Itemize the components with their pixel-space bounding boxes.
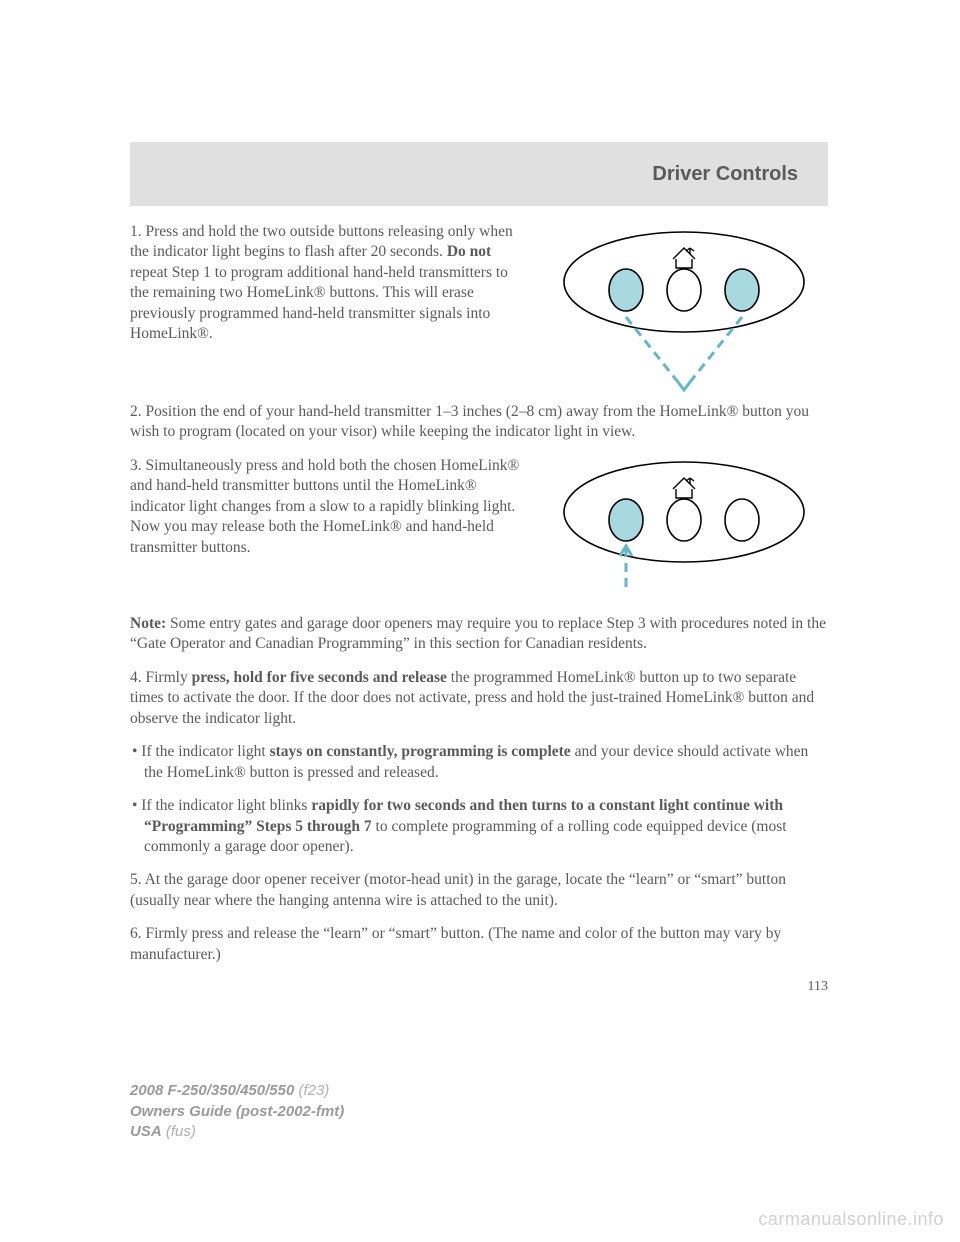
note: Note: Some entry gates and garage door o…	[130, 614, 828, 655]
step-1-post: repeat Step 1 to program additional hand…	[130, 264, 508, 342]
step-4: 4. Firmly press, hold for five seconds a…	[130, 668, 828, 729]
bullet-2-pre: • If the indicator light blinks	[132, 797, 311, 814]
step-1-bold: Do not	[447, 243, 491, 260]
bullet-2: • If the indicator light blinks rapidly …	[130, 796, 828, 857]
diagram-step1	[540, 222, 828, 394]
footer-line-1: 2008 F-250/350/450/550 (f23)	[130, 1081, 344, 1101]
bullet-1: • If the indicator light stays on consta…	[130, 742, 828, 783]
page-title: Driver Controls	[652, 163, 798, 186]
bullet-1-bold: stays on constantly, programming is comp…	[270, 743, 571, 760]
note-bold: Note:	[130, 615, 166, 632]
footer-line-3: USA (fus)	[130, 1122, 344, 1142]
step-4-pre: 4. Firmly	[130, 669, 192, 686]
footer-line-2: Owners Guide (post-2002-fmt)	[130, 1102, 344, 1122]
content-body: 1. Press and hold the two outside button…	[130, 222, 828, 997]
page-number: 113	[130, 978, 828, 996]
watermark: carmanualsonline.info	[758, 1209, 944, 1230]
step-2: 2. Position the end of your hand-held tr…	[130, 402, 828, 443]
header-band: Driver Controls	[130, 142, 828, 206]
bullet-1-pre: • If the indicator light	[132, 743, 270, 760]
footer: 2008 F-250/350/450/550 (f23) Owners Guid…	[130, 1081, 344, 1142]
step-4-bold: press, hold for five seconds and release	[192, 669, 447, 686]
note-post: Some entry gates and garage door openers…	[130, 615, 826, 652]
diagram-step3	[540, 456, 828, 606]
step-6: 6. Firmly press and release the “learn” …	[130, 924, 828, 965]
step-5: 5. At the garage door opener receiver (m…	[130, 870, 828, 911]
